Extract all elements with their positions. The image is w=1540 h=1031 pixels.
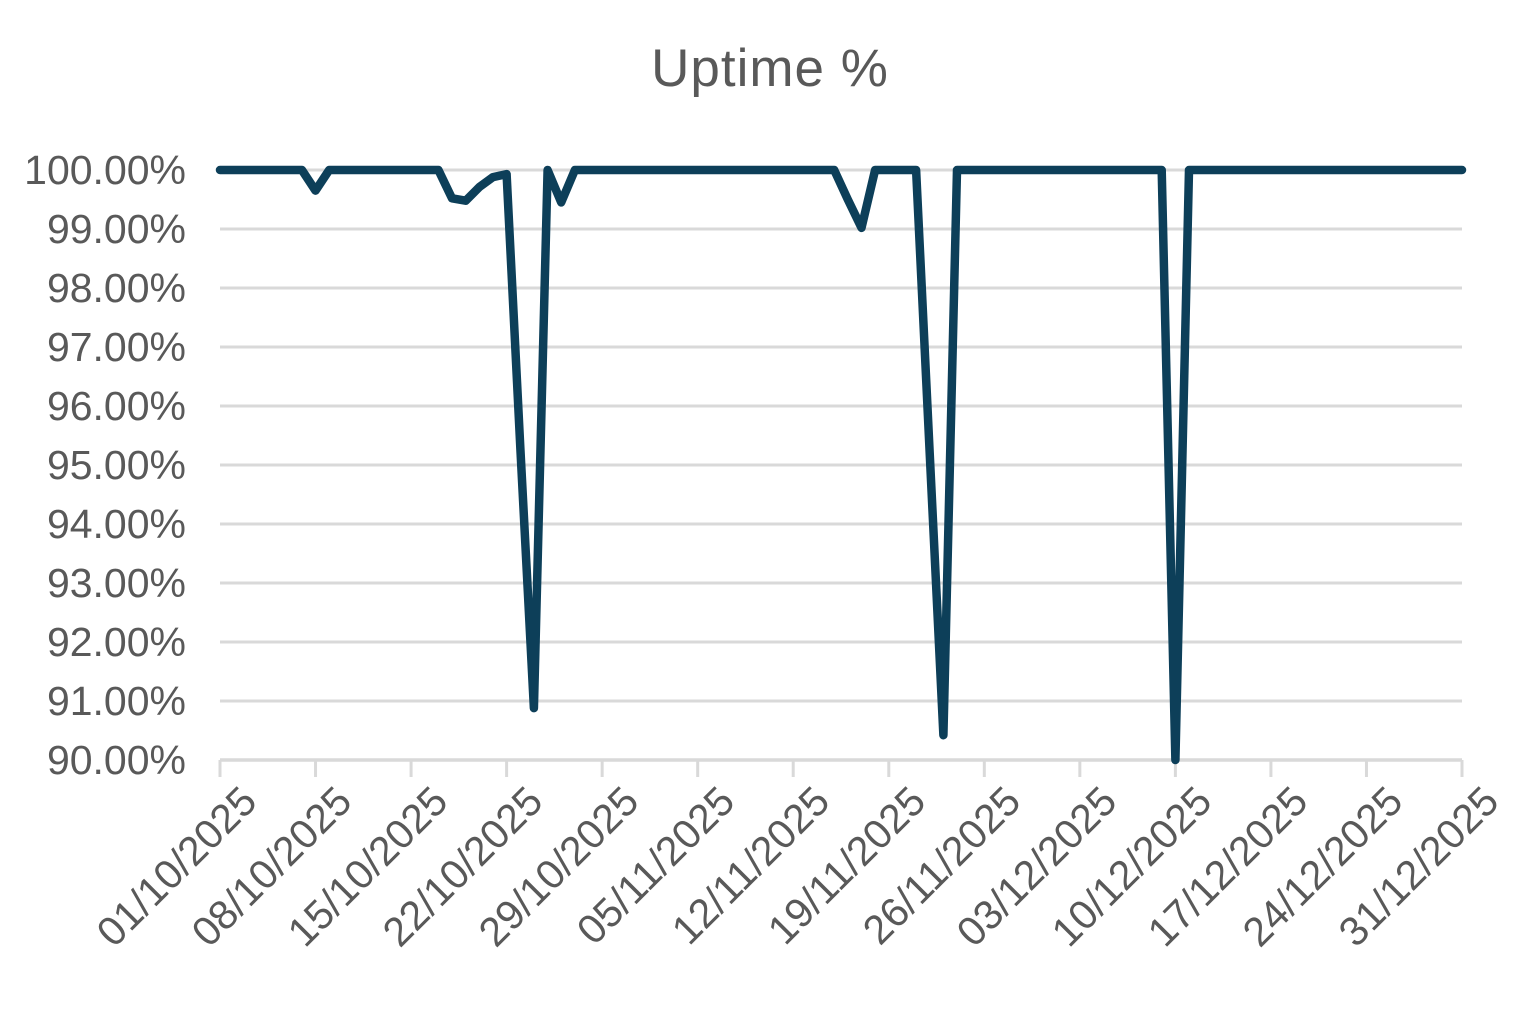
y-axis-tick-label: 95.00%	[46, 442, 186, 488]
y-axis-tick-label: 94.00%	[46, 501, 186, 547]
y-axis-tick-label: 91.00%	[46, 678, 186, 724]
y-axis-tick-label: 97.00%	[46, 324, 186, 370]
y-axis-tick-label: 96.00%	[46, 383, 186, 429]
y-axis-tick-label: 92.00%	[46, 619, 186, 665]
y-axis-tick-label: 90.00%	[46, 737, 186, 783]
y-axis-tick-label: 93.00%	[46, 560, 186, 606]
chart-title: Uptime %	[651, 39, 889, 98]
y-axis-tick-label: 100.00%	[24, 147, 186, 193]
y-axis-tick-label: 98.00%	[46, 265, 186, 311]
y-axis-tick-label: 99.00%	[46, 206, 186, 252]
uptime-line	[215, 165, 1467, 765]
